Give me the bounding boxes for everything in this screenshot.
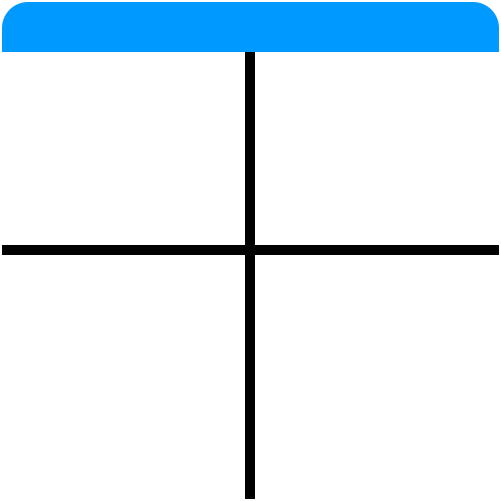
vertical-divider [245,52,255,499]
header-bar [2,2,499,52]
horizontal-divider [2,245,499,255]
